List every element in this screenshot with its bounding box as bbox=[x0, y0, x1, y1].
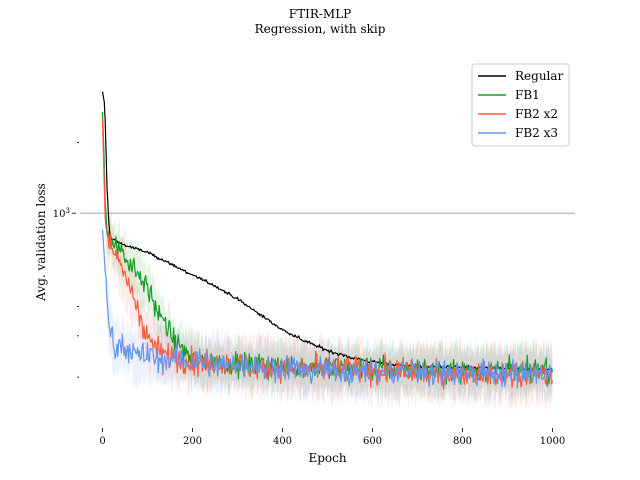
legend-label-regular: Regular bbox=[515, 69, 564, 83]
x-tick-label: 0 bbox=[99, 436, 105, 447]
y-tick-exponent: 3 bbox=[66, 207, 70, 215]
legend-label-fb2-x3: FB2 x3 bbox=[515, 126, 558, 140]
series-line-fb2-x3 bbox=[101, 229, 554, 389]
series-lines bbox=[101, 91, 554, 390]
x-axis-label: Epoch bbox=[308, 451, 346, 465]
x-tick-label: 400 bbox=[273, 436, 292, 447]
legend-box bbox=[471, 63, 570, 147]
x-tick-label: 200 bbox=[183, 436, 202, 447]
legend-label-fb1: FB1 bbox=[515, 88, 540, 102]
x-tick-label: 800 bbox=[453, 436, 472, 447]
y-axis-label: Avg. validation loss bbox=[34, 183, 48, 302]
series-line-regular bbox=[101, 91, 553, 372]
chart-title: FTIR-MLP bbox=[289, 7, 352, 21]
legend: Regular FB1 FB2 x2 FB2 x3 bbox=[471, 63, 570, 147]
legend-label-fb2-x2: FB2 x2 bbox=[515, 107, 558, 121]
chart-subtitle: Regression, with skip bbox=[255, 22, 386, 36]
x-tick-label: 600 bbox=[363, 436, 382, 447]
band-fb2-x2 bbox=[102, 119, 553, 411]
x-tick-label: 1000 bbox=[540, 436, 565, 447]
x-axis: 0 200 400 600 800 1000 bbox=[99, 428, 565, 447]
